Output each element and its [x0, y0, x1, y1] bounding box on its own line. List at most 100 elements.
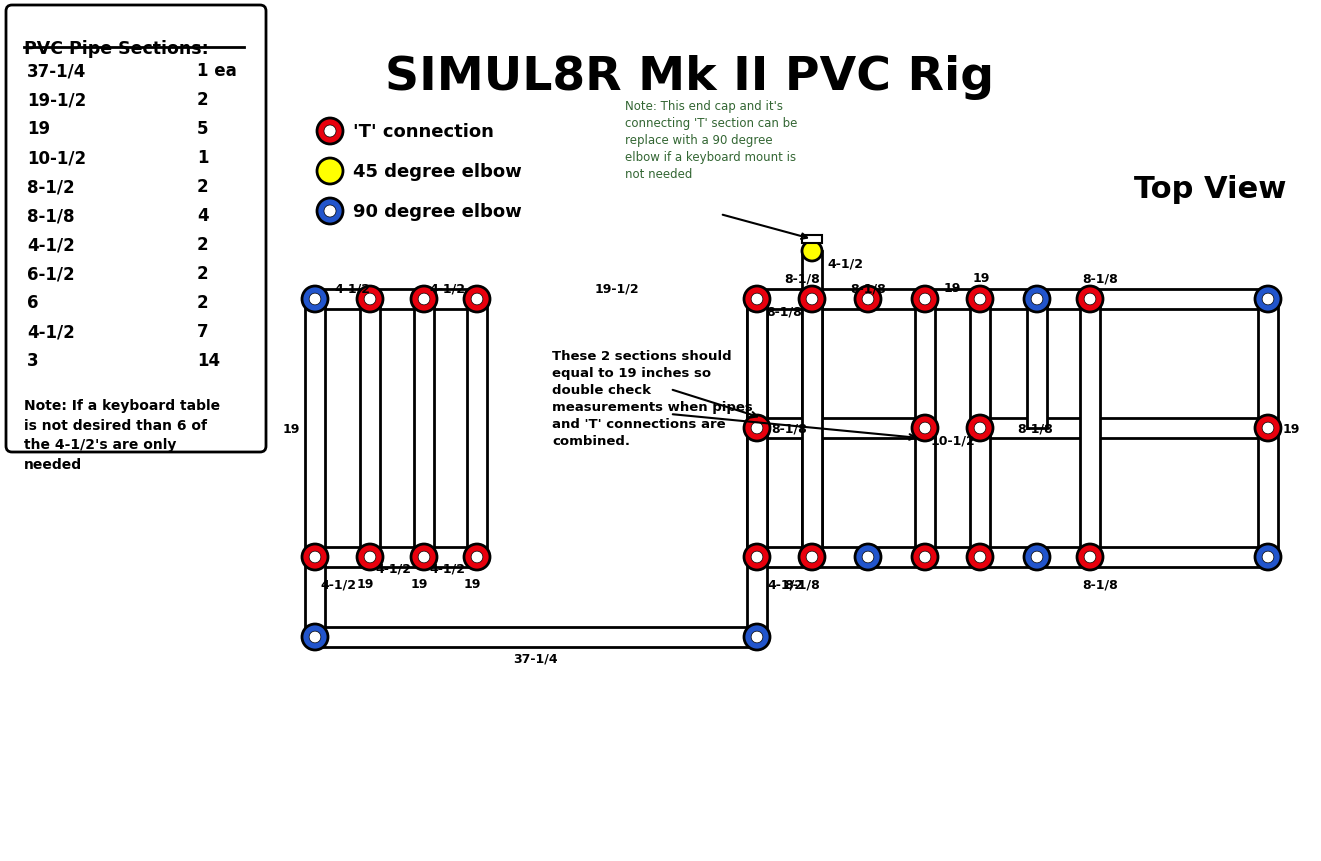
Text: 4-1/2: 4-1/2: [429, 562, 465, 575]
Circle shape: [1077, 544, 1103, 570]
Bar: [746, 300, 768, 557]
Circle shape: [911, 287, 938, 313]
Text: 1 ea: 1 ea: [197, 62, 236, 80]
Text: 19: 19: [283, 422, 300, 435]
Text: PVC Pipe Sections:: PVC Pipe Sections:: [24, 40, 209, 58]
Text: 4-1/2: 4-1/2: [26, 323, 75, 341]
Text: 19-1/2: 19-1/2: [26, 91, 86, 108]
Text: 8-1/8: 8-1/8: [1082, 272, 1118, 285]
Bar: [1026, 300, 1048, 429]
Circle shape: [1255, 416, 1281, 442]
Circle shape: [309, 294, 321, 306]
Bar: [757, 289, 1268, 310]
Circle shape: [1024, 544, 1050, 570]
Bar: [802, 300, 822, 557]
Bar: [314, 289, 477, 310]
Text: Note: If a keyboard table
is not desired than 6 of
the 4-1/2's are only
needed: Note: If a keyboard table is not desired…: [24, 399, 221, 471]
Circle shape: [799, 544, 826, 570]
Circle shape: [911, 416, 938, 442]
Text: 8-1/2: 8-1/2: [26, 177, 74, 195]
Text: 2: 2: [197, 294, 209, 312]
Circle shape: [1262, 552, 1273, 563]
Text: 7: 7: [197, 323, 209, 341]
Text: 4-1/2: 4-1/2: [827, 257, 863, 269]
Bar: [746, 557, 768, 637]
Text: 90 degree elbow: 90 degree elbow: [353, 202, 522, 220]
Bar: [468, 300, 487, 557]
Text: 45 degree elbow: 45 degree elbow: [353, 163, 522, 181]
Circle shape: [411, 544, 437, 570]
Bar: [970, 300, 989, 557]
Text: 19: 19: [943, 282, 962, 294]
Circle shape: [303, 287, 328, 313]
Bar: [746, 300, 768, 557]
Circle shape: [365, 552, 376, 563]
Circle shape: [1085, 552, 1096, 563]
Circle shape: [309, 552, 321, 563]
Text: 4-1/2: 4-1/2: [26, 236, 75, 254]
Circle shape: [744, 287, 770, 313]
Text: 8-1/8: 8-1/8: [771, 422, 807, 435]
Text: 8-1/8: 8-1/8: [785, 578, 820, 591]
Circle shape: [1255, 287, 1281, 313]
Circle shape: [472, 552, 483, 563]
Circle shape: [1262, 294, 1273, 306]
Circle shape: [317, 119, 343, 145]
Circle shape: [752, 423, 762, 434]
Circle shape: [419, 294, 429, 306]
Circle shape: [357, 544, 383, 570]
Text: 8-1/8: 8-1/8: [26, 207, 74, 225]
Bar: [413, 300, 435, 557]
Circle shape: [967, 544, 993, 570]
Text: 19: 19: [26, 120, 50, 138]
Circle shape: [802, 242, 822, 262]
Bar: [980, 418, 1268, 438]
Text: 19: 19: [464, 578, 481, 591]
Text: 14: 14: [197, 351, 221, 369]
Bar: [1258, 300, 1277, 557]
Text: 37-1/4: 37-1/4: [514, 653, 559, 666]
Text: 37-1/4: 37-1/4: [26, 62, 86, 80]
Text: 8-1/8: 8-1/8: [1082, 578, 1118, 591]
Text: Top View: Top View: [1133, 175, 1287, 204]
Circle shape: [855, 287, 881, 313]
Text: 'T' connection: 'T' connection: [353, 123, 494, 141]
Text: Note: This end cap and it's
connecting 'T' section can be
replace with a 90 degr: Note: This end cap and it's connecting '…: [625, 100, 798, 181]
Text: 4-1/2: 4-1/2: [768, 578, 803, 591]
Text: 4-1/2: 4-1/2: [375, 562, 411, 575]
Text: SIMUL8R Mk II PVC Rig: SIMUL8R Mk II PVC Rig: [386, 55, 995, 100]
Text: 19: 19: [1283, 422, 1300, 435]
Text: 2: 2: [197, 91, 209, 108]
Circle shape: [303, 624, 328, 650]
Circle shape: [1024, 287, 1050, 313]
Circle shape: [324, 126, 336, 138]
Bar: [757, 418, 925, 438]
Text: 5: 5: [197, 120, 209, 138]
Circle shape: [863, 552, 875, 563]
Circle shape: [1262, 423, 1273, 434]
Text: 4-1/2: 4-1/2: [429, 282, 465, 294]
Text: 10-1/2: 10-1/2: [26, 149, 86, 167]
Text: 2: 2: [197, 264, 209, 282]
Circle shape: [1255, 544, 1281, 570]
Circle shape: [752, 294, 762, 306]
Bar: [305, 557, 325, 637]
Bar: [802, 300, 822, 557]
Circle shape: [317, 158, 343, 185]
Bar: [1081, 300, 1100, 557]
Bar: [802, 251, 822, 300]
Circle shape: [919, 552, 931, 563]
Circle shape: [1077, 287, 1103, 313]
Circle shape: [744, 416, 770, 442]
Circle shape: [919, 294, 931, 306]
Circle shape: [324, 206, 336, 218]
Circle shape: [357, 287, 383, 313]
Circle shape: [919, 423, 931, 434]
Circle shape: [1032, 294, 1042, 306]
Circle shape: [744, 544, 770, 570]
Circle shape: [806, 294, 818, 306]
Text: These 2 sections should
equal to 19 inches so
double check
measurements when pip: These 2 sections should equal to 19 inch…: [552, 350, 753, 448]
Text: 4-1/2: 4-1/2: [334, 282, 370, 294]
Text: 6-1/2: 6-1/2: [26, 264, 74, 282]
Bar: [305, 300, 325, 557]
